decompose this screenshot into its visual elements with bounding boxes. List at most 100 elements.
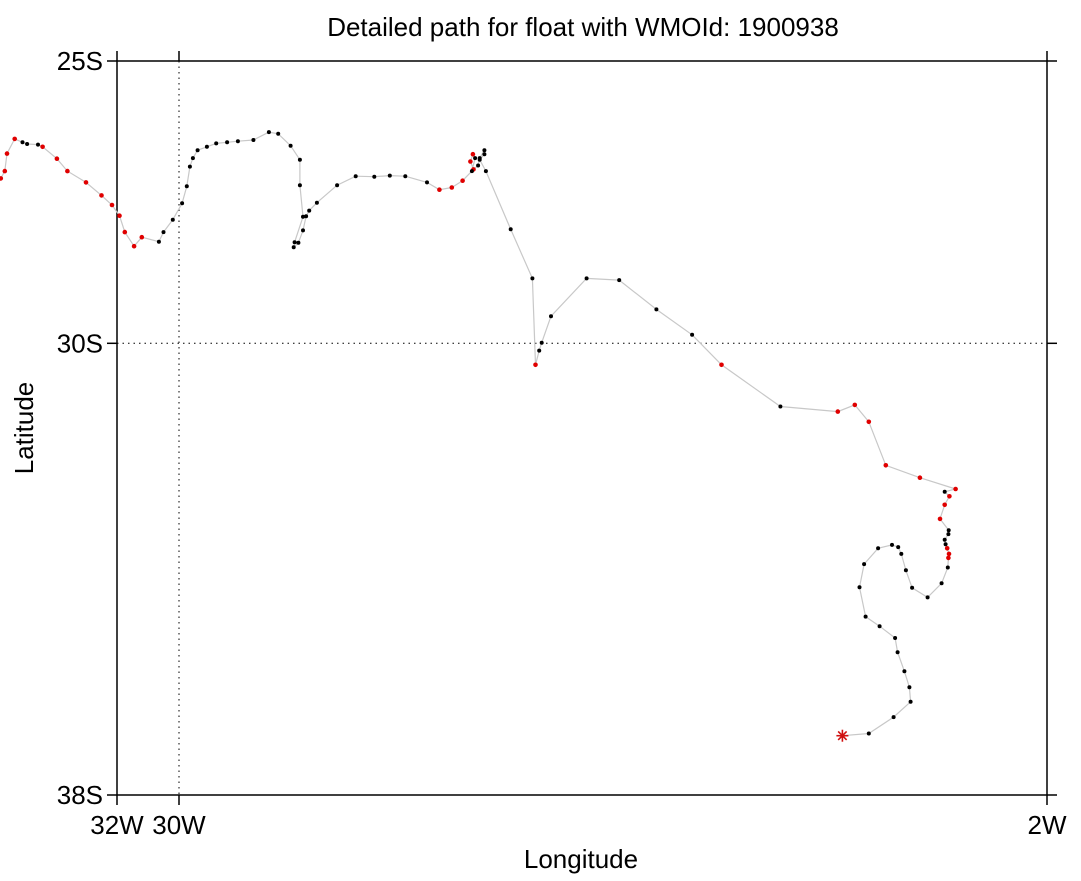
data-point-29 [942,502,947,508]
data-point-35 [866,419,872,425]
data-point-16 [903,568,908,573]
data-point-26 [946,532,951,537]
data-point-57 [468,159,473,164]
data-point-84 [235,139,240,144]
data-point-7 [893,636,898,640]
data-point-36 [852,402,858,408]
data-point-52 [482,152,487,157]
data-point-72 [304,214,309,219]
data-point-12 [876,546,881,551]
data-point-38 [778,404,783,409]
data-point-107 [25,142,30,146]
y-axis-title: Latitude [9,382,39,475]
data-point-41 [654,307,659,312]
data-point-25 [942,537,947,542]
data-point-95 [156,239,161,244]
data-point-104 [54,156,60,161]
data-point-60 [469,169,474,174]
data-point-69 [335,183,340,188]
data-point-54 [477,156,482,161]
data-point-102 [83,180,89,185]
float-positions [0,130,958,738]
data-point-68 [353,174,358,179]
x-tick-label-1: 30W [152,810,206,840]
data-point-93 [170,217,175,222]
data-point-94 [161,230,166,235]
y-tick-label-2: 38S [57,780,103,810]
data-point-46 [537,348,542,353]
data-point-15 [899,551,904,556]
data-point-111 [2,168,8,174]
data-point-14 [896,545,901,550]
data-point-66 [387,173,392,178]
data-point-91 [184,184,189,189]
data-point-9 [863,614,868,619]
data-point-103 [65,168,70,174]
data-point-50 [483,169,488,174]
plot-frame [116,60,1048,796]
data-point-30 [947,494,952,499]
start-marker [836,729,849,742]
data-point-109 [12,136,17,142]
data-point-81 [276,131,281,136]
data-point-58 [470,151,476,157]
data-point-100 [109,202,115,208]
x-axis-title: Longitude [524,844,638,874]
data-point-96 [139,234,145,240]
start-marker-stroke-3 [837,730,848,741]
data-point-33 [917,475,923,481]
data-point-4 [907,685,912,690]
data-point-64 [425,180,429,185]
data-point-71 [307,208,312,213]
data-point-106 [36,142,40,147]
data-point-101 [99,193,104,198]
x-tick-label-0: 32W [90,810,144,840]
data-point-21 [946,555,951,561]
data-point-86 [214,141,219,146]
data-point-76 [292,240,297,245]
data-point-65 [403,174,408,179]
grid-lines [117,61,1047,795]
data-point-27 [946,528,951,533]
data-point-20 [945,565,950,570]
y-tick-label-1: 30S [57,328,103,358]
data-point-74 [296,240,301,245]
y-tick-label-0: 25S [57,46,103,76]
data-point-24 [943,542,948,547]
data-point-44 [549,314,553,319]
data-point-85 [225,140,230,145]
data-point-90 [187,164,192,169]
data-point-22 [946,551,952,557]
data-point-10 [857,585,862,590]
data-point-28 [937,516,943,522]
data-point-47 [533,362,538,368]
data-point-108 [20,140,25,145]
x-tick-label-2: 2W [1028,810,1067,840]
data-point-82 [266,130,271,135]
data-point-61 [460,178,465,183]
data-point-83 [251,138,256,142]
float-track-line [0,131,958,737]
data-point-34 [883,463,889,468]
data-point-53 [482,148,487,153]
data-point-79 [297,157,302,162]
data-point-31 [942,489,947,494]
data-point-78 [297,183,302,188]
data-point-39 [719,362,724,368]
data-point-45 [539,340,544,345]
data-point-55 [476,163,481,168]
data-point-105 [40,144,45,150]
data-point-13 [890,542,894,547]
data-point-37 [835,409,841,414]
data-point-88 [195,148,200,153]
data-point-75 [291,245,296,250]
data-point-23 [944,546,950,551]
data-point-48 [530,276,535,281]
data-point-98 [122,229,128,235]
data-point-49 [508,227,513,232]
data-point-11 [862,562,867,567]
data-point-32 [953,486,958,492]
data-point-87 [204,144,209,149]
data-point-97 [131,243,137,249]
